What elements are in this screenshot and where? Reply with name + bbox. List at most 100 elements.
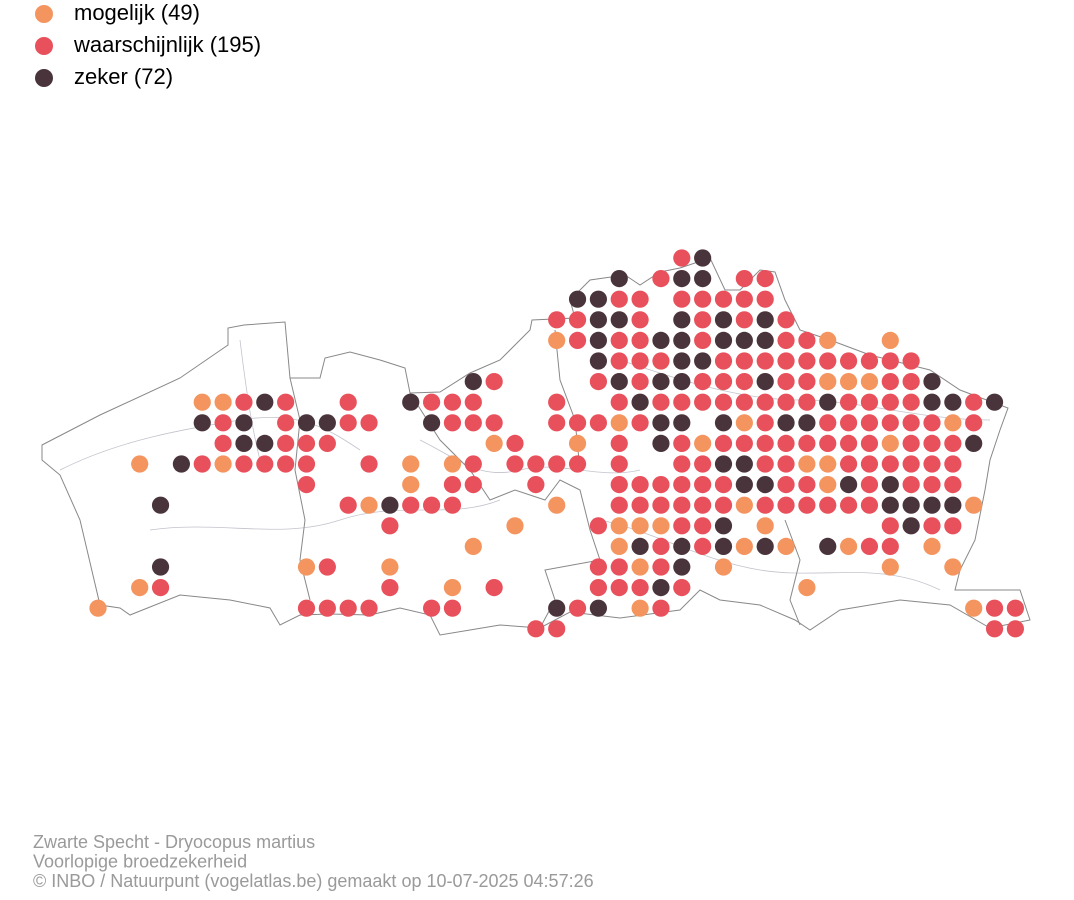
grid-dot	[694, 352, 712, 370]
grid-dot	[673, 331, 691, 349]
grid-dot	[589, 331, 608, 349]
grid-dot	[714, 393, 733, 411]
grid-dot	[610, 496, 628, 514]
grid-dot	[527, 476, 545, 494]
grid-dot	[777, 434, 795, 452]
grid-dot	[610, 311, 628, 329]
grid-dot	[381, 558, 399, 576]
grid-dot	[840, 537, 858, 556]
grid-dot	[610, 434, 628, 452]
grid-dot	[297, 476, 316, 494]
grid-dot	[881, 558, 899, 576]
grid-dot	[610, 373, 628, 391]
grid-dot	[464, 476, 482, 494]
grid-dot	[631, 331, 649, 349]
grid-dot	[485, 434, 503, 452]
grid-dot	[443, 476, 462, 494]
grid-dot	[506, 434, 524, 452]
grid-dot	[923, 373, 941, 391]
grid-dot	[277, 393, 295, 411]
grid-dot	[652, 537, 670, 556]
grid-dot	[318, 414, 336, 432]
grid-dot	[360, 599, 378, 617]
grid-dot	[965, 393, 983, 411]
grid-dot	[694, 455, 712, 473]
grid-dot	[881, 414, 899, 432]
grid-dot	[985, 620, 1004, 638]
grid-dot	[610, 414, 628, 432]
grid-dot	[923, 537, 941, 556]
grid-dot	[443, 599, 462, 617]
grid-dot	[402, 476, 420, 494]
grid-dot	[798, 476, 816, 494]
grid-dot	[673, 434, 691, 452]
grid-dot	[610, 331, 628, 349]
grid-dot	[694, 311, 712, 329]
grid-dot	[881, 393, 899, 411]
grid-dot	[840, 476, 858, 494]
grid-dot	[360, 496, 378, 514]
grid-dot	[381, 517, 399, 535]
grid-dot	[694, 537, 712, 556]
grid-dot	[777, 537, 795, 556]
grid-dot	[443, 496, 462, 514]
legend: mogelijk (49) waarschijnlijk (195) zeker (…	[35, 0, 261, 89]
grid-dot	[235, 434, 253, 452]
grid-dot	[402, 496, 420, 514]
grid-dot	[714, 414, 733, 432]
footer-line: Zwarte Specht - Dryocopus martius	[33, 832, 315, 852]
grid-dot	[902, 476, 920, 494]
grid-dot	[652, 496, 670, 514]
grid-dot	[339, 414, 357, 432]
grid-dot	[464, 455, 482, 473]
grid-dot	[985, 599, 1004, 617]
grid-dot	[568, 331, 587, 349]
grid-dot	[673, 290, 691, 308]
grid-dot	[193, 393, 211, 411]
grid-dot	[464, 537, 482, 556]
grid-dot	[631, 517, 649, 535]
grid-dot	[568, 290, 587, 308]
grid-dot	[673, 537, 691, 556]
grid-dot	[610, 270, 628, 288]
grid-dot	[297, 455, 316, 473]
grid-dot	[277, 434, 295, 452]
grid-dot	[923, 414, 941, 432]
grid-dot	[423, 496, 441, 514]
grid-dot	[277, 414, 295, 432]
grid-dot	[694, 373, 712, 391]
grid-dot	[756, 496, 774, 514]
grid-dot	[673, 558, 691, 576]
grid-dot	[944, 414, 962, 432]
grid-dot	[673, 270, 691, 288]
grid-dot	[610, 290, 628, 308]
grid-dot	[631, 537, 649, 556]
grid-dot	[756, 331, 774, 349]
grid-dot	[777, 476, 795, 494]
grid-dot	[694, 331, 712, 349]
grid-dot	[694, 290, 712, 308]
grid-dot	[589, 311, 608, 329]
grid-dot	[131, 579, 149, 597]
grid-dot	[714, 558, 733, 576]
grid-dot	[860, 352, 879, 370]
grid-dot	[923, 393, 941, 411]
grid-dot	[193, 455, 211, 473]
grid-dot	[610, 579, 628, 597]
grid-dot	[840, 352, 858, 370]
grid-dot	[819, 496, 837, 514]
grid-dot	[652, 270, 670, 288]
grid-dot	[652, 599, 670, 617]
grid-dot	[610, 517, 628, 535]
grid-dot	[860, 434, 879, 452]
grid-dot	[652, 434, 670, 452]
grid-dot	[860, 414, 879, 432]
grid-dot	[798, 331, 816, 349]
grid-dot	[756, 393, 774, 411]
grid-dot	[819, 373, 837, 391]
grid-dot	[485, 579, 503, 597]
grid-dot	[631, 599, 649, 617]
grid-dot	[673, 517, 691, 535]
grid-dot	[965, 496, 983, 514]
grid-dot	[756, 455, 774, 473]
